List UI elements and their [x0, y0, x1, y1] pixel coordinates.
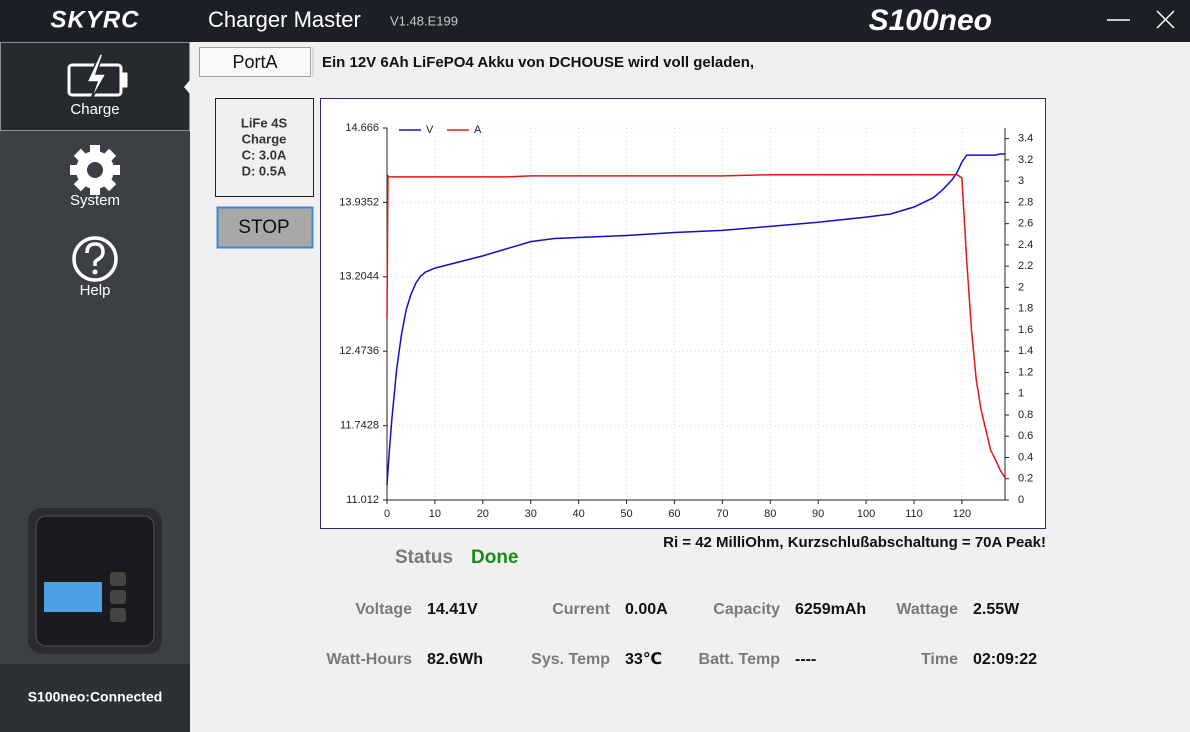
version: V1.48.E199 — [390, 13, 458, 28]
x-tick-label: 80 — [764, 508, 776, 520]
x-tick-label: 50 — [620, 508, 632, 520]
app-name: Charger Master — [208, 7, 361, 32]
y-tick-label: 13.2044 — [339, 271, 379, 283]
y2-tick-label: 2.6 — [1018, 218, 1033, 230]
selection-pointer — [184, 80, 190, 94]
x-tick-label: 90 — [812, 508, 824, 520]
x-tick-label: 110 — [905, 508, 923, 520]
y2-tick-label: 1.8 — [1018, 303, 1033, 315]
status-bar — [0, 664, 190, 732]
port-tab-label[interactable]: PortA — [232, 52, 277, 72]
x-tick-label: 70 — [716, 508, 728, 520]
close-button[interactable] — [1156, 10, 1175, 29]
stop-button-label[interactable]: STOP — [238, 217, 289, 238]
sidebar-selected — [0, 42, 190, 131]
field-value: 0.00A — [625, 601, 668, 618]
info-line: Charge — [242, 131, 287, 146]
info-line: C: 3.0A — [242, 147, 287, 162]
x-tick-label: 0 — [384, 508, 390, 520]
x-tick-label: 120 — [953, 508, 971, 520]
legend-label: V — [426, 124, 434, 136]
info-box — [215, 98, 314, 197]
field-label: Wattage — [896, 601, 958, 618]
series-line — [386, 153, 1005, 485]
y2-tick-label: 1.2 — [1018, 366, 1033, 378]
field-label: Sys. Temp — [531, 651, 610, 668]
sidebar-item[interactable]: Charge — [70, 101, 119, 118]
y-tick-label: 12.4736 — [339, 345, 379, 357]
y2-tick-label: 0.8 — [1018, 409, 1033, 421]
y2-tick-label: 2.8 — [1018, 196, 1033, 208]
y-tick-label: 14.666 — [345, 122, 379, 134]
y2-tick-label: 1.6 — [1018, 324, 1033, 336]
y2-tick-label: 3 — [1018, 175, 1024, 187]
field-value: ---- — [795, 651, 816, 668]
y2-tick-label: 0.4 — [1018, 451, 1033, 463]
series-line — [386, 174, 1006, 479]
y2-tick-label: 0.6 — [1018, 430, 1033, 442]
chart-panel — [320, 98, 1046, 529]
ri-note: Ri = 42 MilliOhm, Kurzschlußabschaltung … — [663, 534, 1046, 551]
x-tick-label: 20 — [477, 508, 489, 520]
y-tick-label: 11.012 — [346, 494, 379, 506]
field-value: 2.55W — [973, 601, 1020, 618]
y2-tick-label: 1.4 — [1018, 345, 1033, 357]
status-label: Status — [395, 547, 453, 568]
connection-status: S100neo:Connected — [28, 689, 163, 705]
field-value: 02:09:22 — [973, 651, 1037, 668]
field-label: Batt. Temp — [699, 651, 781, 668]
y2-tick-label: 1 — [1018, 388, 1024, 400]
field-value: 82.6Wh — [427, 651, 483, 668]
field-label: Voltage — [355, 601, 412, 618]
x-tick-label: 40 — [573, 508, 585, 520]
help-icon — [72, 236, 118, 282]
info-line: D: 0.5A — [242, 163, 287, 178]
status-value: Done — [471, 547, 519, 568]
device-image — [28, 508, 162, 654]
y2-tick-label: 3.4 — [1018, 133, 1033, 145]
field-label: Time — [921, 651, 958, 668]
info-line: LiFe 4S — [241, 115, 288, 130]
y2-tick-label: 2.4 — [1018, 239, 1033, 251]
x-tick-label: 60 — [668, 508, 680, 520]
y2-tick-label: 0.2 — [1018, 473, 1033, 485]
x-tick-label: 10 — [429, 508, 441, 520]
title-bar — [0, 0, 1190, 42]
field-value: 14.41V — [427, 601, 478, 618]
field-label: Current — [552, 601, 610, 618]
y2-tick-label: 3.2 — [1018, 154, 1033, 166]
y2-tick-label: 0 — [1018, 494, 1024, 506]
y-tick-label: 13.9352 — [339, 196, 379, 208]
field-label: Capacity — [713, 601, 780, 618]
stop-button[interactable] — [216, 206, 314, 249]
description: Ein 12V 6Ah LiFePO4 Akku von DCHOUSE wir… — [322, 54, 754, 71]
y2-tick-label: 2.2 — [1018, 260, 1033, 272]
field-value: 6259mAh — [795, 601, 866, 618]
charge-icon — [67, 53, 128, 103]
sidebar-item[interactable]: Help — [80, 282, 111, 299]
sidebar-item[interactable]: System — [70, 192, 120, 209]
y-tick-label: 11.7428 — [340, 420, 379, 432]
field-value: 33℃ — [625, 651, 662, 668]
x-tick-label: 30 — [525, 508, 537, 520]
x-tick-label: 100 — [857, 508, 875, 520]
legend-label: A — [474, 124, 482, 136]
field-label: Watt-Hours — [326, 651, 412, 668]
model-logo: S100neo — [869, 4, 992, 37]
y2-tick-label: 2 — [1018, 281, 1024, 293]
logo: SKYRC — [50, 6, 139, 33]
system-icon — [70, 145, 120, 195]
port-tab[interactable] — [199, 47, 311, 77]
